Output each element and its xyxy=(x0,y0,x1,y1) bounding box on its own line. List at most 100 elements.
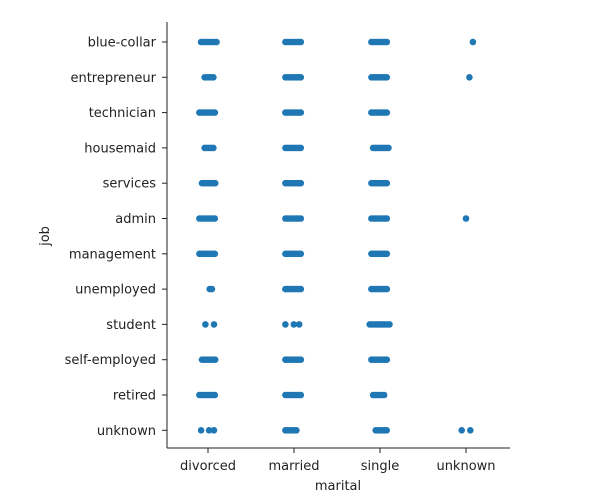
strip-married-unemployed xyxy=(282,285,305,293)
y-tick-label: housemaid xyxy=(84,141,156,156)
y-tick-label: unknown xyxy=(97,424,156,439)
strip-single-entrepreneur xyxy=(368,74,391,81)
data-point xyxy=(290,321,298,328)
data-point xyxy=(297,285,305,293)
data-point xyxy=(297,144,305,152)
data-point xyxy=(205,427,213,434)
y-tick-label: services xyxy=(103,177,157,192)
strip-married-housemaid xyxy=(282,144,305,152)
x-axis-label: marital xyxy=(315,479,361,494)
data-point xyxy=(297,74,305,81)
strip-married-technician xyxy=(282,109,305,116)
strip-single-retired xyxy=(369,391,388,399)
strip-single-services xyxy=(368,179,391,187)
data-point xyxy=(210,321,218,328)
data-point xyxy=(282,321,289,328)
strip-unknown-unknown xyxy=(458,427,474,434)
data-point xyxy=(383,74,391,81)
strip-divorced-unknown xyxy=(197,427,218,434)
data-point xyxy=(297,215,305,222)
data-point xyxy=(383,356,391,364)
data-point xyxy=(297,109,305,116)
data-point xyxy=(297,179,305,187)
strip-divorced-entrepreneur xyxy=(201,74,217,81)
data-point xyxy=(469,38,477,46)
data-point xyxy=(211,215,219,222)
data-point xyxy=(211,250,219,258)
strip-single-technician xyxy=(368,109,391,116)
y-tick-label: retired xyxy=(113,389,156,404)
x-tick-label: divorced xyxy=(180,459,236,474)
strip-single-management xyxy=(368,250,391,258)
data-point xyxy=(211,109,219,116)
strip-divorced-unemployed xyxy=(206,285,216,293)
data-point xyxy=(210,74,217,81)
data-point xyxy=(383,38,391,46)
strip-divorced-student xyxy=(202,321,218,328)
y-tick-label: entrepreneur xyxy=(70,71,156,86)
data-point xyxy=(466,74,473,81)
strip-married-blue-collar xyxy=(282,38,305,46)
data-point xyxy=(467,427,474,434)
strip-unknown-blue-collar xyxy=(469,38,477,46)
data-point xyxy=(383,215,391,222)
strip-divorced-self-employed xyxy=(198,356,219,364)
y-tick-label: technician xyxy=(89,106,156,121)
strip-single-unemployed xyxy=(368,285,391,293)
data-point xyxy=(210,144,217,152)
x-tick-label: unknown xyxy=(436,459,495,474)
strip-divorced-admin xyxy=(196,215,219,222)
chart-marks xyxy=(196,38,477,434)
data-point xyxy=(297,391,305,399)
y-tick-label: blue-collar xyxy=(88,36,157,51)
strip-married-management xyxy=(282,250,305,258)
data-point xyxy=(295,321,303,328)
strip-divorced-housemaid xyxy=(201,144,217,152)
y-tick-label: management xyxy=(69,247,156,262)
data-point xyxy=(386,321,393,328)
data-point xyxy=(380,391,388,399)
data-point xyxy=(458,427,466,434)
strip-married-unknown xyxy=(282,427,300,434)
data-point xyxy=(297,38,305,46)
y-tick-label: self-employed xyxy=(65,353,156,368)
y-tick-label: student xyxy=(106,318,156,333)
data-point xyxy=(202,321,209,328)
strip-single-student xyxy=(366,321,393,328)
data-point xyxy=(197,427,205,434)
data-point xyxy=(383,427,391,434)
x-ticks: divorced married single unknown xyxy=(180,448,496,474)
y-ticks: blue-collar entrepreneur technician housema… xyxy=(65,36,167,439)
data-point xyxy=(297,356,305,364)
x-tick-label: married xyxy=(269,459,320,474)
strip-divorced-services xyxy=(198,179,219,187)
data-point xyxy=(383,285,391,293)
strip-divorced-management xyxy=(196,250,219,258)
strip-married-retired xyxy=(282,391,305,399)
y-axis-label: job xyxy=(38,226,53,247)
strip-single-housemaid xyxy=(369,144,392,152)
data-point xyxy=(211,356,219,364)
data-point xyxy=(383,250,391,258)
strip-unknown-entrepreneur xyxy=(466,74,473,81)
strip-married-entrepreneur xyxy=(282,74,305,81)
data-point xyxy=(211,391,219,399)
data-point xyxy=(385,144,392,152)
strip-married-services xyxy=(282,179,305,187)
strip-single-self-employed xyxy=(368,356,391,364)
data-point xyxy=(210,427,218,434)
x-tick-label: single xyxy=(361,459,400,474)
data-point xyxy=(213,38,220,46)
y-tick-label: unemployed xyxy=(75,283,156,298)
data-point xyxy=(297,250,305,258)
strip-unknown-admin xyxy=(462,215,470,222)
data-point xyxy=(293,427,300,434)
data-point xyxy=(208,285,216,293)
data-point xyxy=(211,179,219,187)
strip-married-student xyxy=(282,321,303,328)
strip-single-admin xyxy=(368,215,391,222)
strip-married-self-employed xyxy=(282,356,305,364)
strip-single-unknown xyxy=(372,427,391,434)
strip-divorced-blue-collar xyxy=(197,38,220,46)
